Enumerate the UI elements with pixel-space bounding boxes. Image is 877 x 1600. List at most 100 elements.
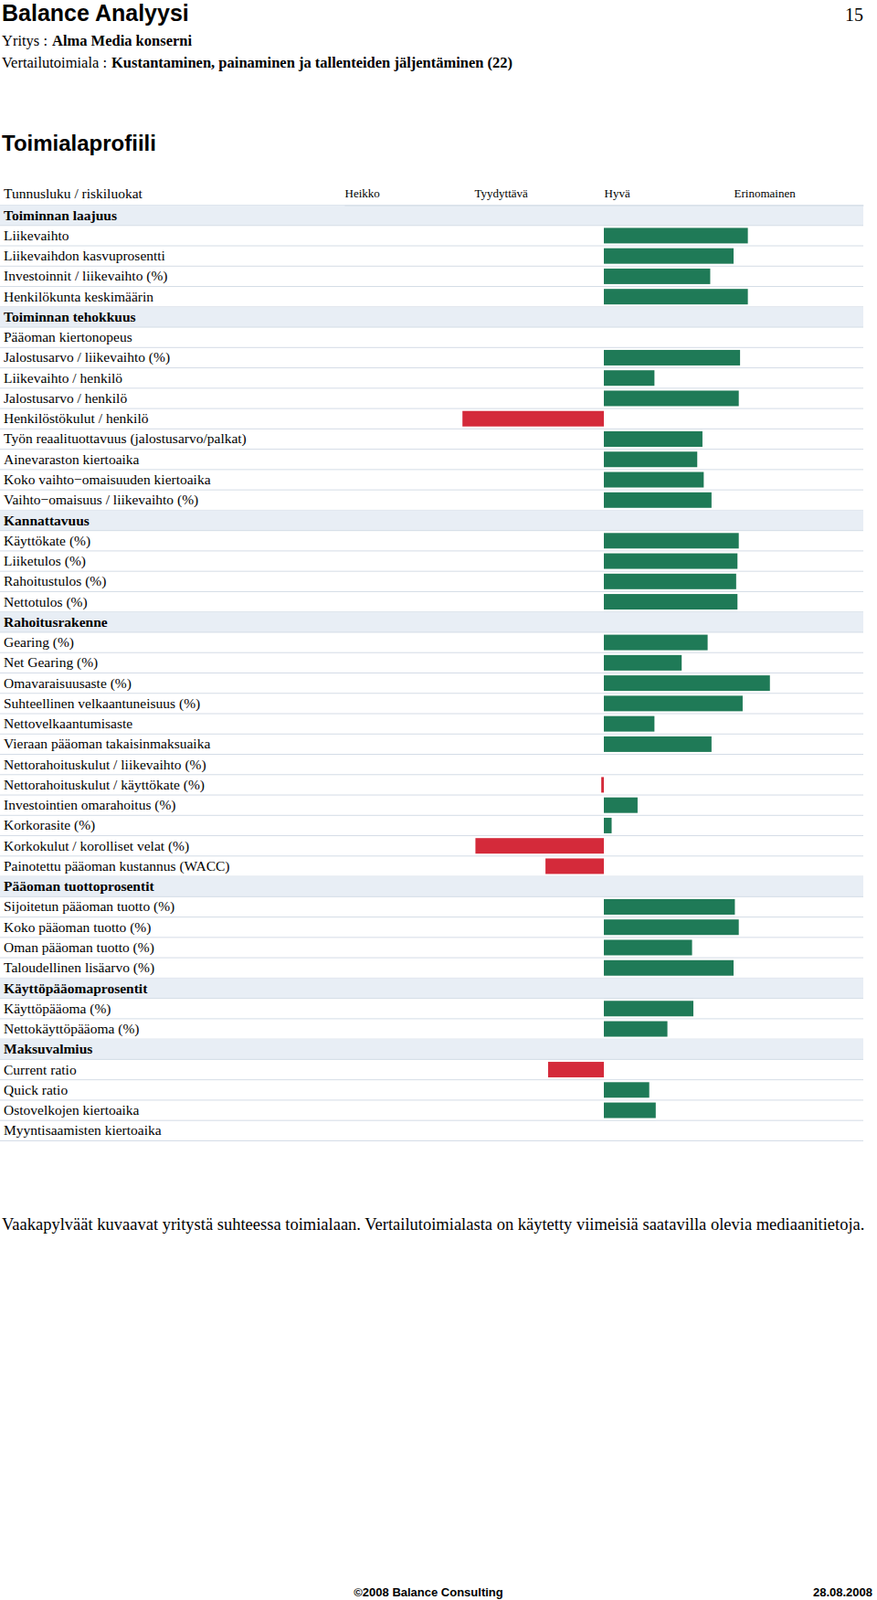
x-tick: Heikko [345, 186, 381, 206]
category-label: Nettorahoituskulut / käyttökate (%) [3, 776, 205, 793]
row-line [0, 428, 864, 430]
category-label: Suhteellinen velkaantuneisuus (%) [3, 695, 201, 712]
category-label: Taloudellinen lisäarvo (%) [3, 959, 155, 976]
chart-title: Toimialaprofiili [1, 130, 157, 156]
footnote: Vaakapylväät kuvaavat yritystä suhteessa… [1, 1213, 876, 1237]
row-line [0, 529, 864, 531]
bar [603, 960, 734, 976]
category-label: Current ratio [3, 1061, 77, 1078]
row-line [0, 408, 864, 410]
row-line [0, 794, 864, 796]
category-label: Omavaraisuusaste (%) [3, 675, 132, 692]
bar [603, 1081, 650, 1098]
category-label: Korkorasite (%) [3, 816, 96, 834]
row-line [0, 957, 864, 959]
category-label: Jalostusarvo / henkilö [3, 390, 127, 406]
row-line [0, 367, 864, 369]
section-band [0, 306, 864, 328]
category-label: Käyttöpääoma (%) [3, 1000, 112, 1017]
page-number: 15 [845, 4, 864, 25]
x-tick: Tyydyttävä [475, 186, 529, 206]
industry: Kustantaminen, painaminen ja tallenteide… [111, 53, 513, 72]
bar [603, 716, 655, 732]
row-line [0, 936, 864, 938]
section-label: Toiminnan tehokkuus [3, 308, 137, 325]
row-line [0, 468, 864, 470]
category-label: Henkilöstökulut / henkilö [3, 410, 149, 426]
bar [603, 939, 693, 955]
category-labels: Toiminnan laajuusLiikevaihtoLiikevaihdon… [3, 207, 247, 1139]
bar [603, 329, 605, 346]
bar [601, 776, 604, 793]
bar [603, 1122, 605, 1139]
bar [603, 472, 704, 488]
section-band [0, 876, 864, 897]
bar [603, 593, 738, 610]
category-label: Ostovelkojen kiertoaika [3, 1101, 140, 1118]
row-line [0, 387, 864, 389]
category-label: Jalostusarvo / liikevaihto (%) [3, 348, 170, 366]
page-title: Balance Analyysi [1, 0, 190, 26]
row-line [0, 347, 864, 349]
bar [603, 756, 605, 772]
x-axis: Heikko Tyydyttävä Hyvä Erinomainen [345, 186, 865, 206]
category-label: Liikevaihdon kasvuprosentti [3, 247, 167, 264]
bar [603, 532, 740, 549]
category-label: Investoinnit / liikevaihto (%) [3, 267, 169, 285]
bar [603, 390, 740, 406]
x-axis-line [345, 205, 865, 207]
bar [603, 797, 638, 814]
bar [603, 695, 743, 711]
category-label: Net Gearing (%) [3, 654, 98, 671]
bar [603, 1102, 656, 1119]
row-line [0, 1098, 864, 1100]
row-line [0, 814, 864, 816]
bar [603, 268, 710, 285]
company: Alma Media konserni [52, 31, 193, 50]
row-line [0, 1078, 864, 1080]
bar [603, 431, 703, 447]
row-line [0, 285, 864, 287]
bar [603, 634, 708, 651]
x-tick-label: Erinomainen [734, 186, 797, 201]
row-line [0, 672, 864, 674]
company-line: Yritys :Alma Media konserni [1, 31, 192, 50]
company-label: Yritys : [1, 31, 48, 50]
category-label: Koko pääoman tuotto (%) [3, 919, 151, 936]
category-label: Henkilökunta keskimäärin [3, 288, 154, 305]
chart: Balance Analyysi 15 Yritys :Alma Media kon… [0, 0, 877, 1600]
row-line [0, 631, 864, 633]
bar [603, 655, 682, 671]
row-line [0, 652, 864, 654]
category-label: Nettorahoituskulut / liikevaihto (%) [3, 756, 207, 773]
bar [603, 898, 735, 915]
section-label: Maksuvalmius [3, 1040, 93, 1057]
category-label: Gearing (%) [3, 633, 74, 651]
row-line [0, 1058, 864, 1060]
category-label: Vieraan pääoman takaisinmaksuaika [3, 735, 211, 751]
category-label: Liiketulos (%) [3, 552, 86, 570]
row-line [0, 245, 864, 247]
section-band [0, 205, 864, 226]
bar [603, 369, 655, 386]
row-line [0, 1120, 864, 1121]
row-line [0, 997, 864, 999]
category-label: Oman pääoman tuotto (%) [3, 939, 155, 956]
category-label: Työn reaalituottavuus (jalostusarvo/palk… [3, 430, 247, 447]
category-label: Liikevaihto [3, 227, 70, 244]
copyright: ©2008 Balance Consulting [353, 1584, 504, 1599]
bar [462, 411, 604, 427]
row-line [0, 570, 864, 572]
row-line [0, 1017, 864, 1019]
section-band [0, 509, 864, 530]
category-label: Quick ratio [3, 1081, 68, 1098]
section-band [0, 977, 864, 998]
bar [603, 553, 738, 570]
x-tick: Hyvä [604, 186, 631, 206]
row-line [0, 753, 864, 755]
row-line [0, 713, 864, 715]
x-tick-label: Tyydyttävä [475, 186, 529, 201]
bar [603, 817, 613, 834]
row-line [0, 1140, 864, 1142]
x-tick-label: Hyvä [604, 186, 631, 201]
